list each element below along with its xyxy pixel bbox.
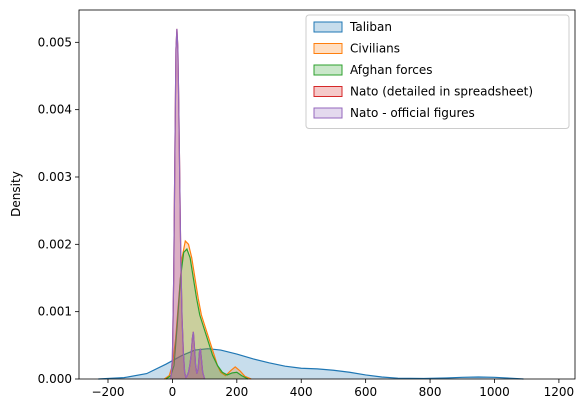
- x-tick-label: 0: [169, 385, 177, 399]
- legend-swatch-nato-official-figures: [313, 107, 343, 119]
- legend-swatch-taliban: [313, 21, 343, 33]
- y-tick-label: 0.001: [38, 305, 72, 319]
- legend-label-taliban: Taliban: [349, 20, 392, 34]
- x-tick-label: −200: [92, 385, 125, 399]
- legend-label-nato-detailed-in-spreadsheet: Nato (detailed in spreadsheet): [350, 85, 533, 99]
- x-tick-label: 600: [354, 385, 377, 399]
- series-area-nato-official-figures: [170, 28, 205, 379]
- y-tick-label: 0.003: [38, 170, 72, 184]
- legend-frame: [305, 14, 570, 129]
- y-tick-label: 0.004: [38, 103, 72, 117]
- series-area-afghan-forces: [165, 249, 249, 379]
- x-ticks: −200 0 200 400 600 800 1000 1200: [92, 379, 575, 399]
- legend: Taliban Civilians Afghan forces Nato (detai…: [305, 14, 570, 129]
- x-tick-label: 1200: [544, 385, 575, 399]
- x-tick-label: 1000: [479, 385, 510, 399]
- plot-frame: [78, 9, 576, 380]
- y-tick-label: 0.000: [38, 372, 72, 386]
- series-line-afghan-forces: [165, 247, 249, 380]
- y-axis-label: Density: [9, 171, 23, 217]
- x-tick-label: 400: [290, 385, 313, 399]
- legend-swatch-civilians: [313, 43, 343, 54]
- series-line-nato-official-figures: [170, 28, 206, 380]
- series-area-taliban: [98, 348, 524, 379]
- legend-label-afghan-forces: Afghan forces: [350, 63, 432, 77]
- legend-swatch-nato-detailed-in-spreadsheet: [313, 86, 343, 97]
- legend-label-civilians: Civilians: [350, 42, 400, 56]
- y-tick-label: 0.002: [38, 237, 72, 251]
- axes-layer: [78, 9, 576, 380]
- y-ticks: 0.000 0.001 0.002 0.003 0.004 0.005: [38, 35, 79, 386]
- series-area-civilians: [164, 240, 252, 379]
- series-layer: [98, 28, 524, 380]
- series-area-nato-detailed-in-spreadsheet: [170, 28, 205, 379]
- x-tick-label: 800: [419, 385, 442, 399]
- legend-swatch-afghan-forces: [313, 64, 343, 76]
- legend-label-nato-official-figures: Nato - official figures: [350, 106, 475, 120]
- x-tick-label: 200: [225, 385, 248, 399]
- y-tick-label: 0.005: [38, 35, 72, 49]
- series-line-taliban: [98, 348, 524, 380]
